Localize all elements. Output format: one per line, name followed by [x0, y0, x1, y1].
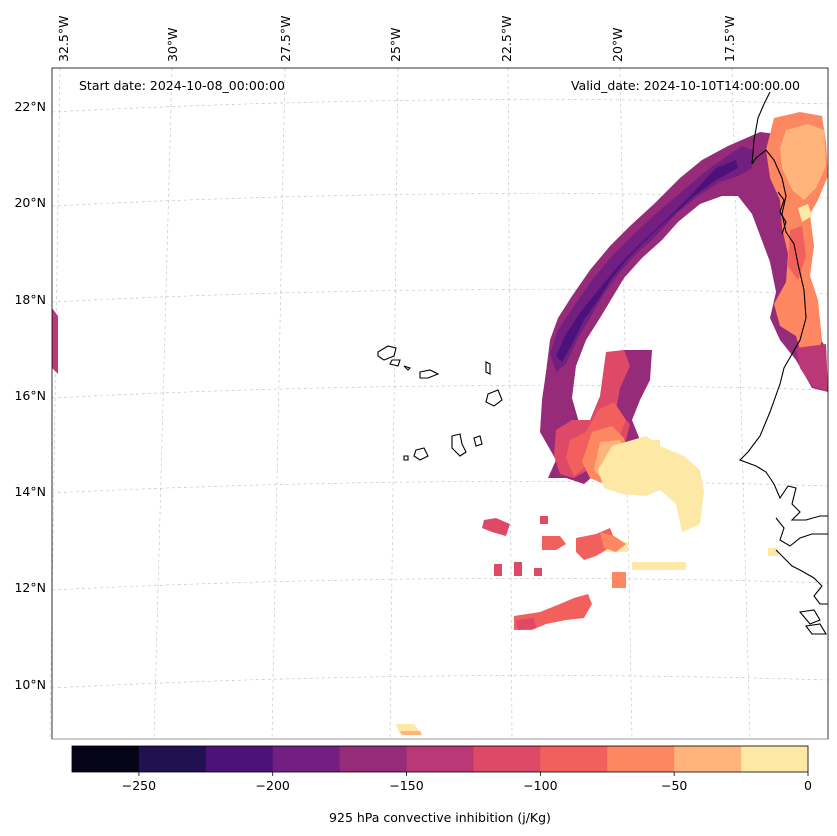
cin-patch-f	[494, 564, 502, 576]
maio-island	[473, 435, 483, 447]
cin-patch-a	[482, 518, 510, 536]
santo-antao-island	[377, 345, 397, 361]
lat-label-10n: 10°N	[14, 677, 46, 692]
valid-date-label: Valid_date: 2024-10-10T14:00:00.00	[571, 78, 800, 93]
colorbar	[71, 745, 809, 773]
cin-yellow-small-3	[632, 562, 686, 570]
colorbar-swatch	[406, 746, 474, 772]
start-date-label: Start date: 2024-10-08_00:00:00	[79, 78, 285, 93]
lon-label-17-5w: 17.5°W	[722, 16, 737, 62]
colorbar-tick-label: −250	[122, 778, 156, 793]
coastlines	[739, 91, 828, 635]
colorbar-swatch	[674, 746, 742, 772]
cin-contours	[52, 112, 828, 735]
africa-coastline	[739, 91, 828, 521]
colorbar-swatch	[272, 746, 341, 772]
cin-coast-yellow	[798, 204, 812, 222]
sao-nicolau-island	[419, 369, 440, 379]
cin-patch-i	[612, 572, 626, 588]
colorbar-title: 925 hPa convective inhibition (j/Kg)	[329, 810, 551, 825]
boa-vista-island	[485, 389, 503, 407]
latitude-labels: 22°N 20°N 18°N 16°N 14°N 12°N 10°N	[14, 99, 46, 692]
cin-coast-magenta	[796, 344, 828, 392]
guinea-bissau-coastline	[775, 549, 828, 605]
cin-coast-pink	[788, 226, 806, 280]
colorbar-swatch	[741, 746, 809, 772]
lat-label-18n: 18°N	[14, 292, 46, 307]
colorbar-swatch	[138, 746, 207, 772]
cin-patch-h	[534, 568, 542, 576]
cin-yellow-patch	[598, 436, 704, 532]
lat-label-14n: 14°N	[14, 484, 46, 499]
cin-patch-west-coast	[768, 548, 778, 556]
santiago-island	[451, 433, 467, 457]
cin-patch-b	[540, 516, 548, 524]
cin-patch-south-inner	[516, 618, 536, 630]
colorbar-swatch	[339, 746, 408, 772]
lon-label-25w: 25°W	[388, 27, 403, 62]
cin-region-west-edge	[52, 308, 58, 374]
sal-island	[485, 361, 491, 375]
guinea-islands	[798, 609, 827, 635]
gambia-coastline	[775, 517, 828, 547]
mauritania-bay	[777, 191, 787, 235]
cin-patch-e	[600, 532, 626, 552]
colorbar-border	[71, 745, 809, 773]
lon-label-22-5w: 22.5°W	[499, 16, 514, 62]
brava-island	[403, 455, 409, 461]
cin-patch-g	[514, 562, 522, 576]
colorbar-swatch	[607, 746, 675, 772]
cin-patch-c	[542, 536, 566, 550]
colorbar-swatch	[473, 746, 541, 772]
colorbar-tick-label: 0	[804, 778, 812, 793]
lat-label-20n: 20°N	[14, 195, 46, 210]
lon-label-32-5w: 32.5°W	[56, 16, 71, 62]
lon-label-27-5w: 27.5°W	[278, 16, 293, 62]
colorbar-tick-label: −100	[523, 778, 557, 793]
lat-label-12n: 12°N	[14, 580, 46, 595]
fogo-island	[413, 447, 429, 461]
cin-coast-light	[780, 124, 826, 200]
cin-patch-bottom-2	[400, 731, 422, 735]
cape-verde-islands	[377, 345, 503, 461]
lat-label-16n: 16°N	[14, 388, 46, 403]
colorbar-swatch	[540, 746, 608, 772]
santa-luzia-island	[403, 365, 412, 371]
colorbar-swatch	[72, 746, 140, 772]
colorbar-tick-label: −50	[661, 778, 687, 793]
colorbar-ticks: −250 −200 −150 −100 −50 0	[122, 772, 812, 793]
longitude-labels: 32.5°W 30°W 27.5°W 25°W 22.5°W 20°W 17.5…	[56, 16, 737, 62]
colorbar-tick-label: −200	[256, 778, 290, 793]
lat-label-22n: 22°N	[14, 99, 46, 114]
colorbar-swatch	[205, 746, 274, 772]
cin-yellow-small-1	[646, 440, 660, 452]
lon-label-20w: 20°W	[610, 27, 625, 62]
sao-vicente-island	[389, 359, 401, 367]
colorbar-tick-label: −150	[389, 778, 423, 793]
lon-label-30w: 30°W	[165, 27, 180, 62]
